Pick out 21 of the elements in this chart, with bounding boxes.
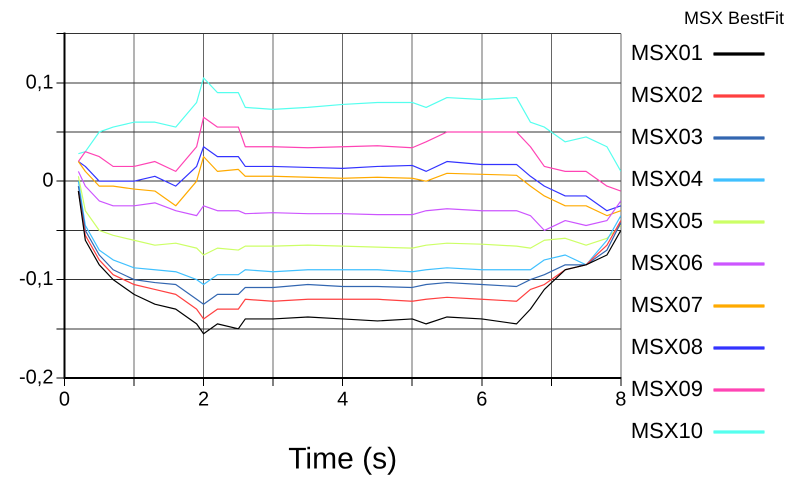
legend-label: MSX05 [630, 208, 703, 234]
x-tick-label: 2 [198, 388, 210, 411]
legend-label: MSX02 [630, 82, 703, 108]
legend-label: MSX10 [630, 418, 703, 444]
y-tick-label: -0,1 [18, 268, 54, 290]
x-tick-label: 8 [615, 388, 626, 411]
y-tick-label: -0,2 [18, 366, 54, 389]
x-tick-label: 0 [58, 388, 70, 411]
legend-label: MSX01 [630, 40, 703, 66]
legend-label: MSX09 [630, 376, 703, 402]
text: MSX BestFit [684, 8, 784, 28]
y-tick-label: 0 [42, 170, 54, 192]
x-tick-label: 4 [337, 388, 348, 411]
legend-label: MSX06 [630, 250, 703, 276]
y-tick-label: 0,1 [26, 71, 54, 94]
legend-label: MSX03 [630, 124, 703, 150]
legend-label: MSX04 [630, 166, 703, 192]
legend-label: MSX07 [630, 292, 703, 318]
legend-label: MSX08 [630, 334, 703, 360]
x-tick-label: 6 [476, 388, 488, 411]
x-axis-title: Time (s) [288, 442, 398, 476]
